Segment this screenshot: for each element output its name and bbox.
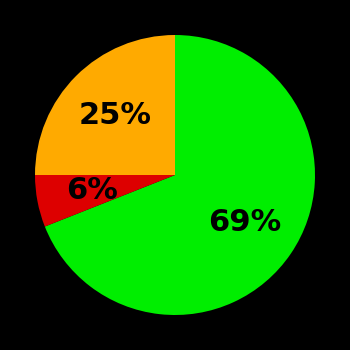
Wedge shape (45, 35, 315, 315)
Text: 69%: 69% (208, 208, 281, 237)
Text: 6%: 6% (66, 176, 118, 205)
Wedge shape (35, 175, 175, 226)
Text: 25%: 25% (79, 101, 152, 130)
Wedge shape (35, 35, 175, 175)
